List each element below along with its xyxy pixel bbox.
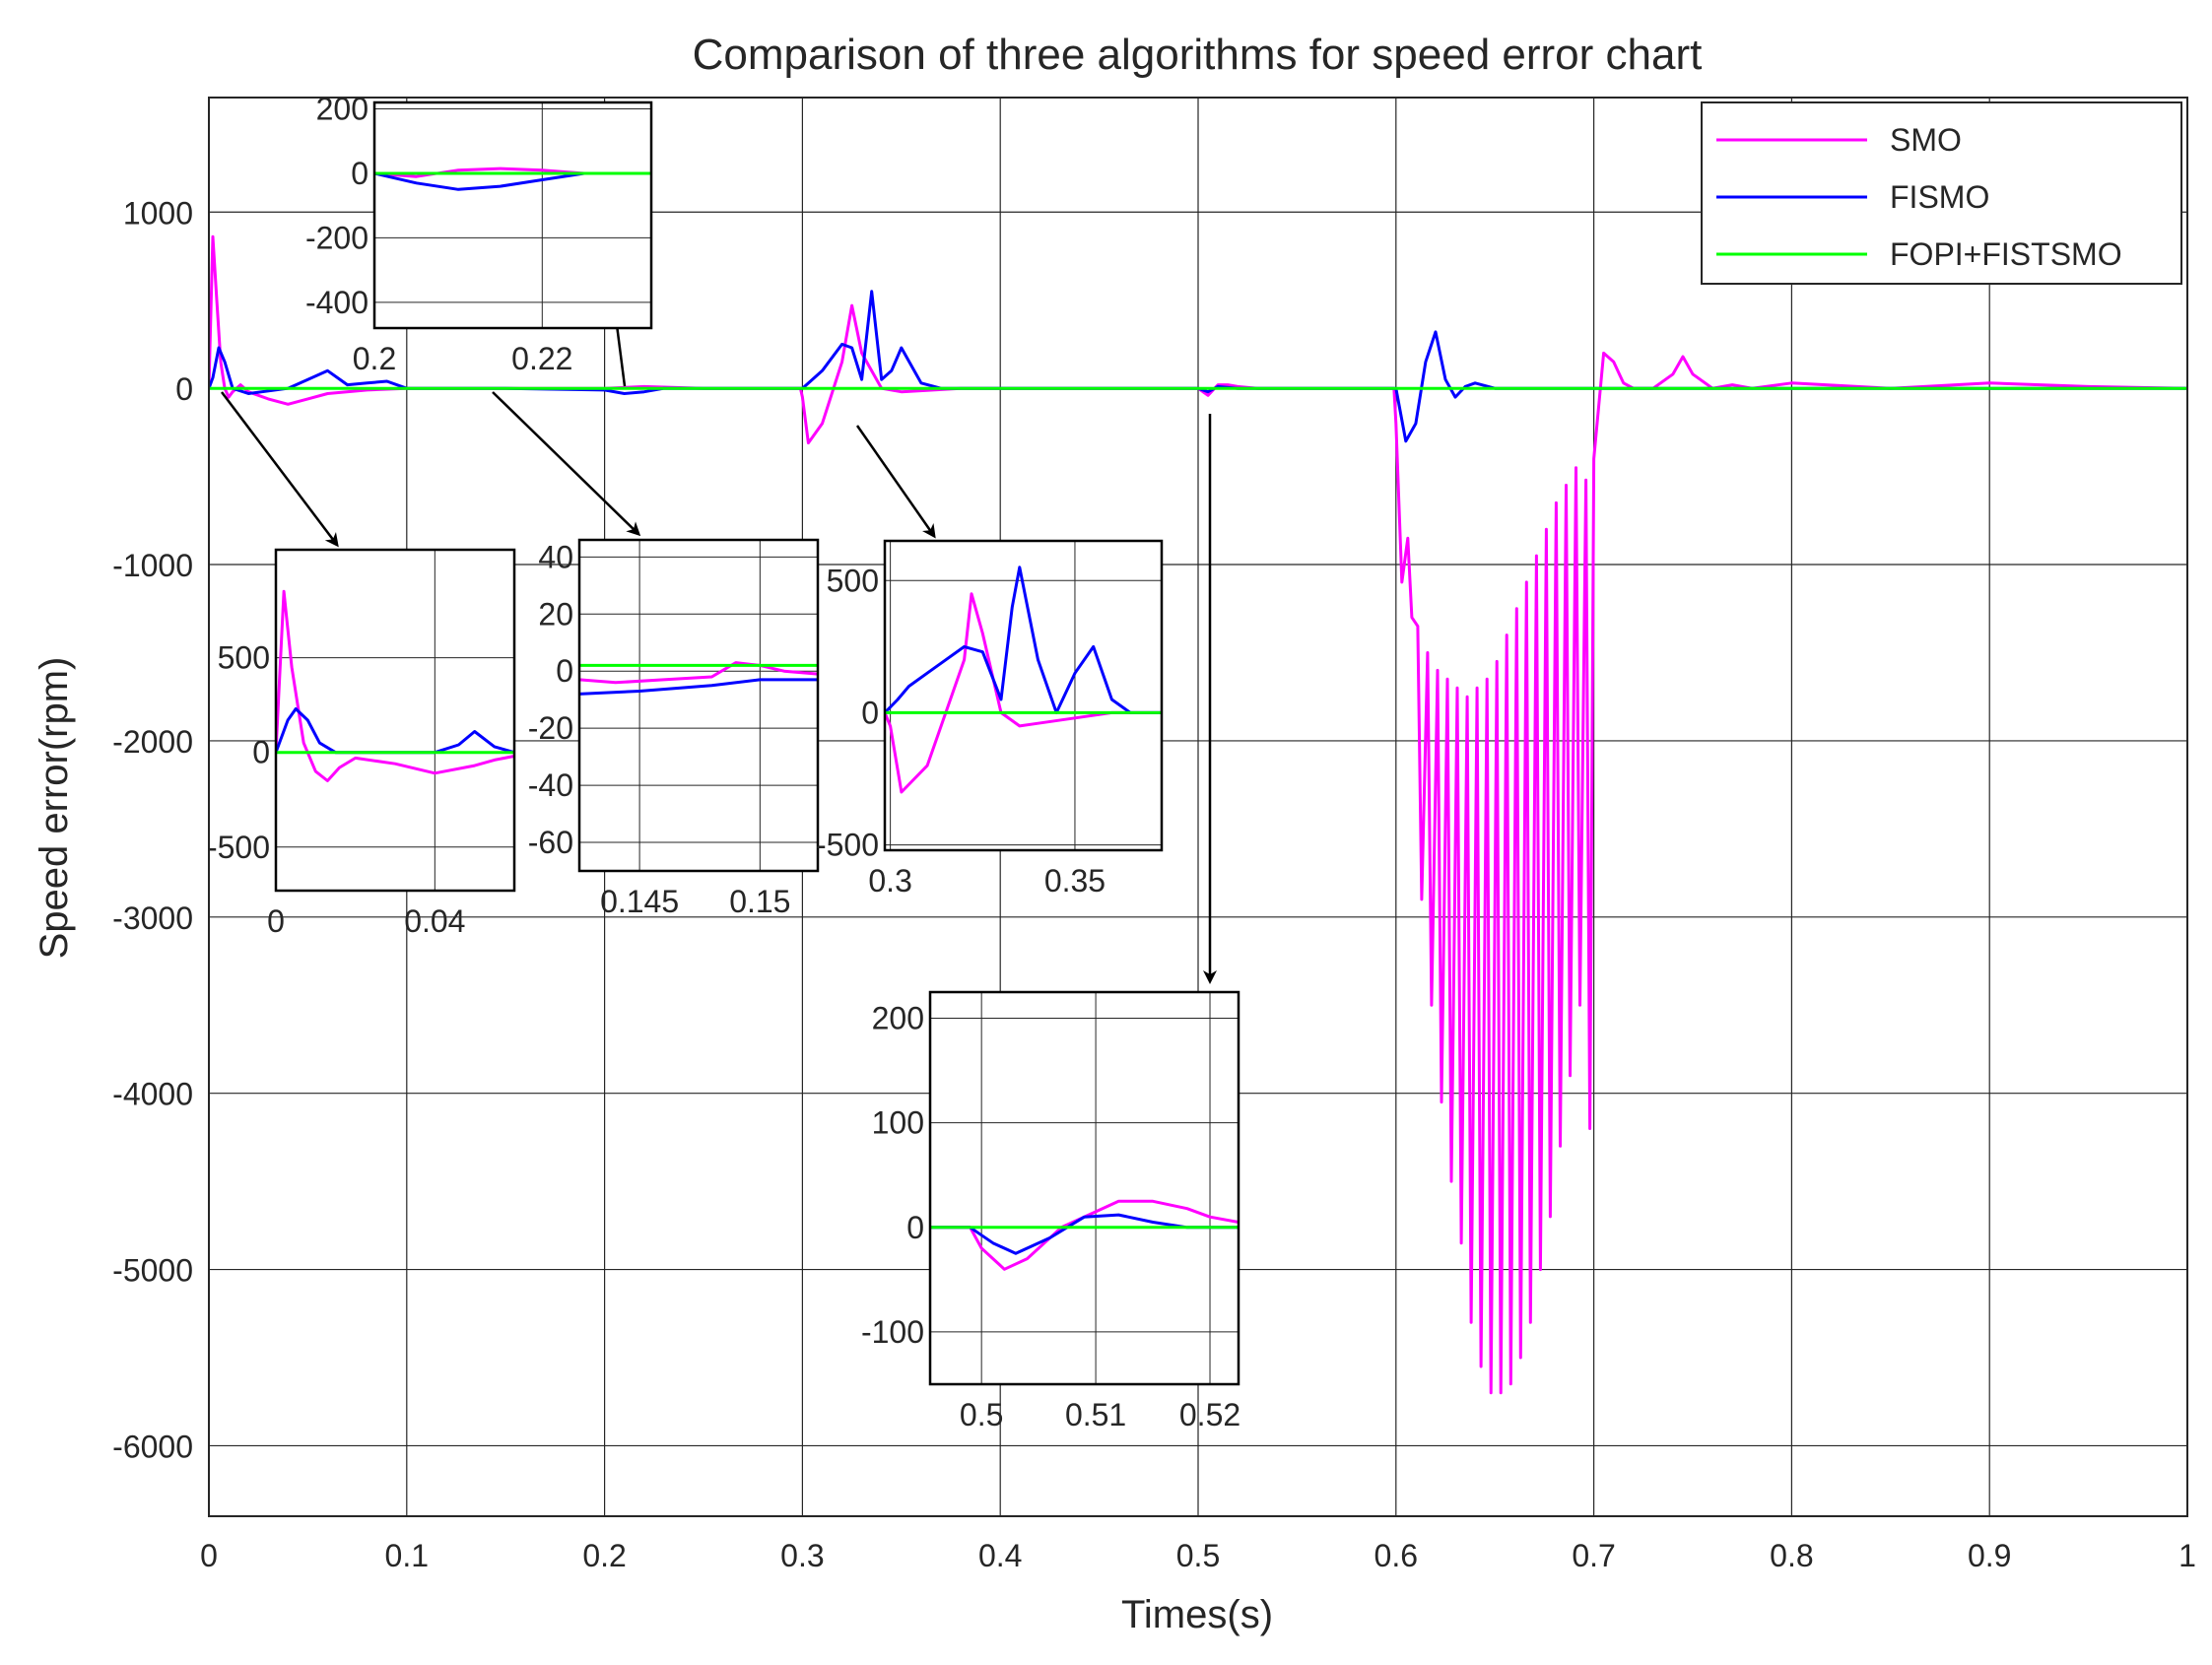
- y-axis-ticks: 1000 0 -1000 -2000 -3000 -4000 -5000 -6000: [112, 195, 193, 1464]
- zoom-arrow: [855, 425, 936, 539]
- series-line-fismo: [209, 290, 2187, 443]
- zoom-arrow: [221, 391, 339, 548]
- x-tick-label: 1: [2178, 1538, 2196, 1573]
- inset-y-tick-label: -100: [861, 1314, 924, 1350]
- plot-frame: [208, 97, 2188, 1517]
- x-axis-ticks: 0 0.1 0.2 0.3 0.4 0.5 0.6 0.7 0.8 0.9 1: [200, 1538, 2196, 1573]
- inset-y-tick-label: 0: [906, 1210, 924, 1245]
- inset-y-tick-label: -500: [816, 828, 879, 863]
- inset-plot: 0.5 0.51 0.52 200 100 0 -100: [861, 990, 1240, 1432]
- inset-plot: 0.2 0.22 200 0 -200 -400: [305, 92, 653, 376]
- x-tick-label: 0.4: [978, 1538, 1022, 1573]
- inset-y-tick-label: 20: [538, 596, 573, 632]
- inset-y-tick-label: -20: [528, 710, 573, 746]
- inset-frame: [577, 538, 820, 873]
- inset-y-tick-label: 40: [538, 539, 573, 574]
- inset-x-tick-label: 0: [267, 903, 285, 939]
- inset-plot: 0.145 0.15 40 20 0 -20 -40 -60: [528, 538, 820, 919]
- main-series: [209, 234, 2187, 1395]
- inset-x-tick-label: 0.04: [404, 903, 465, 939]
- x-tick-label: 0: [200, 1538, 218, 1573]
- inset-y-tick-label: 200: [316, 92, 369, 127]
- inset-y-tick-label: 0: [252, 735, 270, 770]
- y-axis-label: Speed error(rpm): [33, 657, 76, 960]
- inset-y-tick-label: 200: [872, 1001, 924, 1036]
- inset-y-tick-label: 0: [351, 156, 369, 191]
- inset-x-tick-label: 0.35: [1044, 863, 1106, 899]
- x-tick-label: 0.2: [582, 1538, 626, 1573]
- zoom-arrows: [221, 314, 1217, 984]
- inset-x-tick-label: 0.145: [600, 884, 679, 919]
- inset-frame: [883, 539, 1164, 852]
- zoom-arrow: [492, 391, 641, 537]
- inset-frame: [372, 100, 653, 330]
- inset-background: [276, 550, 514, 891]
- x-tick-label: 0.7: [1572, 1538, 1615, 1573]
- x-tick-label: 0.1: [385, 1538, 429, 1573]
- legend-item-fismo: FISMO: [1716, 179, 1989, 215]
- x-tick-label: 0.9: [1968, 1538, 2011, 1573]
- y-tick-label: -4000: [112, 1077, 193, 1112]
- inset-y-tick-label: -400: [305, 285, 369, 320]
- legend-item-fopi-fistsmo: FOPI+FISTSMO: [1716, 236, 2122, 272]
- legend: SMO FISMO FOPI+FISTSMO: [1701, 101, 2182, 285]
- x-tick-label: 0.5: [1176, 1538, 1220, 1573]
- y-tick-label: -5000: [112, 1253, 193, 1289]
- inset-y-tick-label: -200: [305, 220, 369, 255]
- inset-y-tick-label: 0: [556, 653, 573, 689]
- inset-series-line-fismo: [579, 678, 818, 696]
- inset-x-tick-label: 0.15: [729, 884, 790, 919]
- main-grid: [208, 98, 2188, 1516]
- legend-item-smo: SMO: [1716, 122, 1962, 158]
- legend-label: FISMO: [1890, 179, 1989, 215]
- inset-series-line-smo: [579, 661, 818, 685]
- inset-series-line-smo: [885, 592, 1162, 794]
- y-tick-label: 0: [175, 371, 193, 407]
- inset-x-tick-label: 0.22: [511, 341, 572, 376]
- inset-frame: [928, 990, 1240, 1386]
- inset-background: [374, 102, 651, 328]
- inset-y-tick-label: 500: [218, 640, 270, 676]
- y-tick-label: 1000: [123, 195, 193, 231]
- x-tick-label: 0.6: [1374, 1538, 1418, 1573]
- inset-y-tick-label: 100: [872, 1105, 924, 1141]
- chart-title: Comparison of three algorithms for speed…: [693, 31, 1703, 79]
- inset-plot: 0.3 0.35 500 0 -500: [816, 539, 1164, 899]
- inset-x-tick-label: 0.52: [1179, 1397, 1240, 1432]
- inset-x-tick-label: 0.3: [868, 863, 911, 899]
- y-tick-label: -1000: [112, 548, 193, 583]
- y-tick-label: -2000: [112, 724, 193, 760]
- inset-plot: 0 0.04 500 0 -500: [207, 548, 516, 939]
- inset-y-tick-label: 500: [827, 563, 879, 598]
- inset-y-tick-label: -500: [207, 830, 270, 865]
- x-tick-label: 0.8: [1770, 1538, 1813, 1573]
- inset-x-tick-label: 0.5: [960, 1397, 1003, 1432]
- inset-background: [579, 540, 818, 871]
- inset-y-tick-label: -40: [528, 767, 573, 803]
- inset-x-tick-label: 0.2: [353, 341, 396, 376]
- legend-label: SMO: [1890, 122, 1962, 158]
- inset-y-tick-label: -60: [528, 825, 573, 860]
- x-axis-label: Times(s): [1121, 1593, 1273, 1636]
- y-tick-label: -6000: [112, 1429, 193, 1464]
- y-tick-label: -3000: [112, 900, 193, 936]
- inset-background: [930, 992, 1239, 1384]
- inset-series-line-smo: [276, 589, 514, 782]
- inset-x-tick-label: 0.51: [1065, 1397, 1126, 1432]
- legend-label: FOPI+FISTSMO: [1890, 236, 2122, 272]
- x-tick-label: 0.3: [780, 1538, 824, 1573]
- inset-y-tick-label: 0: [861, 695, 879, 730]
- inset-frame: [274, 548, 516, 893]
- inset-series-line-fismo: [885, 566, 1162, 714]
